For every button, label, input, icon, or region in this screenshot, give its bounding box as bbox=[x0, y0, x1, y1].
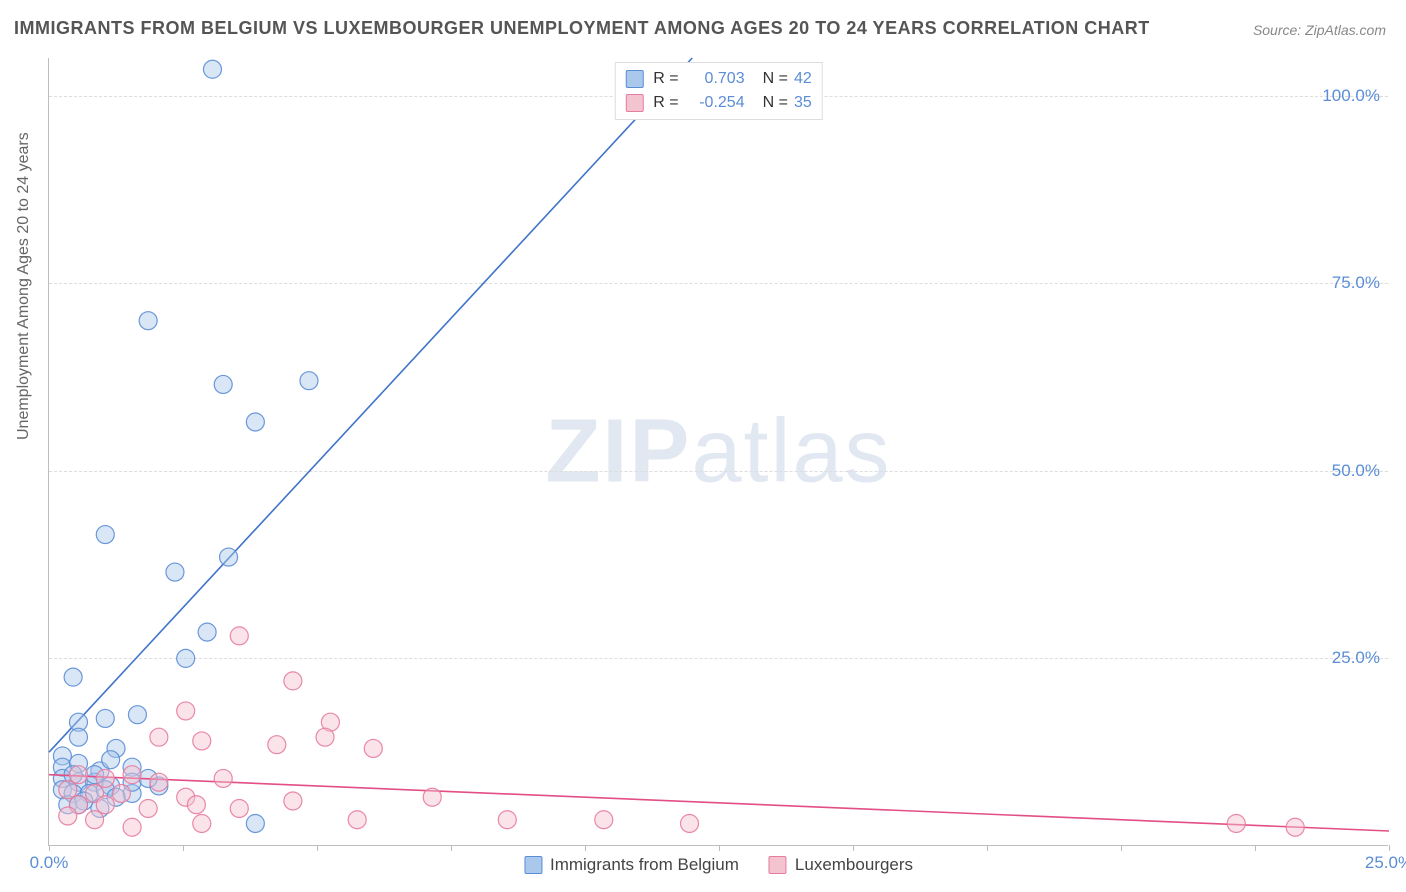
source-attribution: Source: ZipAtlas.com bbox=[1253, 22, 1386, 38]
swatch-series1 bbox=[625, 70, 643, 88]
legend-item-series2: Luxembourgers bbox=[769, 855, 913, 875]
n-label: N = bbox=[763, 67, 788, 91]
series2-name: Luxembourgers bbox=[795, 855, 913, 875]
n-label: N = bbox=[763, 91, 788, 115]
legend-row-series2: R = -0.254 N = 35 bbox=[625, 91, 811, 115]
r-label: R = bbox=[653, 91, 678, 115]
series1-name: Immigrants from Belgium bbox=[550, 855, 739, 875]
swatch-series2 bbox=[625, 94, 643, 112]
r-value-series1: 0.703 bbox=[685, 67, 745, 91]
correlation-legend: R = 0.703 N = 42 R = -0.254 N = 35 bbox=[614, 62, 822, 120]
swatch-series2 bbox=[769, 856, 787, 874]
n-value-series1: 42 bbox=[794, 67, 812, 91]
r-value-series2: -0.254 bbox=[685, 91, 745, 115]
chart-title: IMMIGRANTS FROM BELGIUM VS LUXEMBOURGER … bbox=[14, 18, 1150, 39]
r-label: R = bbox=[653, 67, 678, 91]
swatch-series1 bbox=[524, 856, 542, 874]
series-legend: Immigrants from Belgium Luxembourgers bbox=[524, 855, 913, 875]
legend-item-series1: Immigrants from Belgium bbox=[524, 855, 739, 875]
n-value-series2: 35 bbox=[794, 91, 812, 115]
plot-area: ZIPatlas 25.0%50.0%75.0%100.0% 0.0%25.0%… bbox=[48, 58, 1388, 846]
chart-canvas bbox=[49, 58, 1388, 845]
legend-row-series1: R = 0.703 N = 42 bbox=[625, 67, 811, 91]
y-axis-label: Unemployment Among Ages 20 to 24 years bbox=[15, 132, 33, 440]
